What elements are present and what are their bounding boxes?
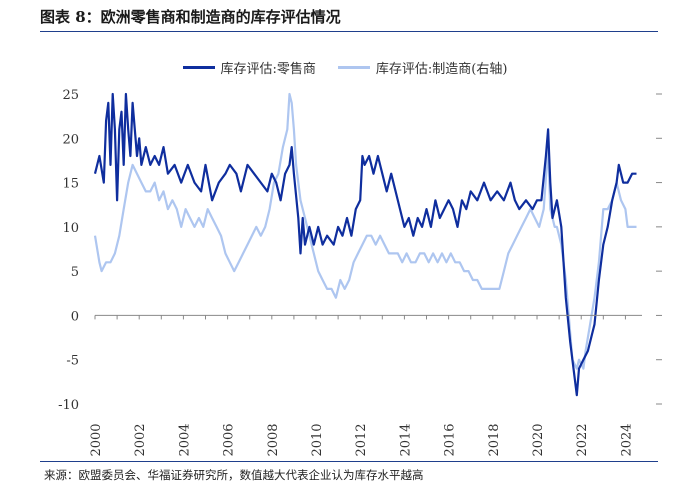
source-note: 来源：欧盟委员会、华福证券研究所，数值越大代表企业认为库存水平越高 xyxy=(44,468,424,482)
x-tick-label: 2024 xyxy=(619,423,634,456)
x-tick-label: 2006 xyxy=(222,423,237,456)
x-tick-label: 2018 xyxy=(487,423,502,456)
series-line-1 xyxy=(93,92,637,370)
x-tick-label: 2020 xyxy=(531,423,546,456)
y-tick-label: 20 xyxy=(62,132,79,147)
legend-item-retail: 库存评估:零售商 xyxy=(182,58,316,77)
y-tick-label: 15 xyxy=(62,177,79,192)
y-tick-label: 25 xyxy=(62,88,79,103)
legend-item-manufacturing: 库存评估:制造商(右轴) xyxy=(337,58,508,77)
title-rule xyxy=(40,31,658,32)
y-tick-label: 5 xyxy=(71,265,79,280)
x-tick-label: 2022 xyxy=(575,423,590,456)
chart-legend: 库存评估:零售商 库存评估:制造商(右轴) xyxy=(0,58,690,77)
x-tick-label: 2012 xyxy=(354,423,369,456)
legend-swatch-manufacturing xyxy=(337,66,370,69)
x-tick-label: 2014 xyxy=(398,423,413,456)
series-line-0 xyxy=(93,92,637,397)
x-tick-label: 2016 xyxy=(443,423,458,456)
x-tick-label: 2008 xyxy=(266,423,281,456)
legend-swatch-retail xyxy=(182,66,215,69)
y-tick-label: 0 xyxy=(71,309,79,324)
y-tick-label: 10 xyxy=(62,221,79,236)
x-tick-label: 2004 xyxy=(177,423,192,456)
page-title: 图表 8：欧洲零售商和制造商的库存评估情况 xyxy=(40,8,341,26)
x-tick-label: 2010 xyxy=(310,423,325,456)
x-tick-label: 2000 xyxy=(89,423,104,456)
source-rule xyxy=(40,461,658,462)
y-tick-label: -10 xyxy=(58,398,79,413)
x-tick-label: 2002 xyxy=(133,423,148,456)
legend-label-retail: 库存评估:零售商 xyxy=(220,62,316,77)
legend-label-manufacturing: 库存评估:制造商(右轴) xyxy=(375,62,508,77)
y-tick-label: -5 xyxy=(66,354,79,369)
